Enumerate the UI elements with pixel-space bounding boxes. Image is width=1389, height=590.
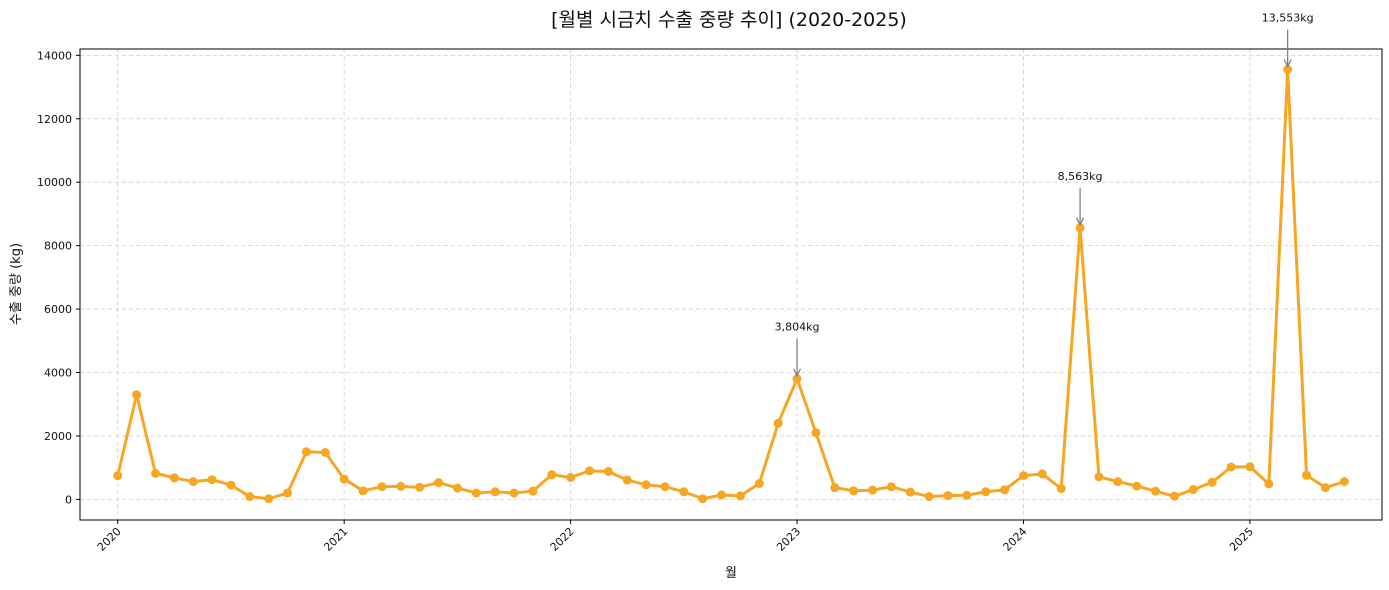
data-point <box>1188 485 1198 495</box>
data-point <box>245 492 255 502</box>
x-tick-label: 2022 <box>548 525 577 554</box>
data-point <box>943 491 953 501</box>
series-line <box>116 68 1345 501</box>
data-point <box>886 482 896 492</box>
data-point <box>717 490 727 500</box>
x-tick-label: 2023 <box>774 525 803 554</box>
data-point <box>396 481 406 491</box>
data-point <box>1037 469 1047 479</box>
data-point <box>1226 462 1236 472</box>
annotation-arrowhead <box>792 368 802 378</box>
y-tick-label: 0 <box>65 493 72 506</box>
y-tick-label: 8000 <box>44 240 72 253</box>
x-tick-label: 2025 <box>1227 525 1256 554</box>
y-tick-label: 6000 <box>44 303 72 316</box>
data-point <box>1132 481 1142 491</box>
data-point <box>1000 485 1010 495</box>
data-point <box>924 492 934 502</box>
data-point <box>169 473 179 483</box>
data-point <box>1113 477 1123 487</box>
data-point <box>566 472 576 482</box>
annotation-layer: 3,804kg 8,563kg 13,553kg <box>775 12 1314 378</box>
data-point <box>358 486 368 496</box>
chart-title: [월별 시금치 수출 중량 추이] (2020-2025) <box>551 9 907 31</box>
data-point <box>622 475 632 485</box>
data-point <box>547 470 557 480</box>
data-point <box>150 468 160 478</box>
annotation-label: 3,804kg <box>775 321 820 334</box>
data-point <box>679 487 689 497</box>
annotation-arrowhead <box>1076 217 1085 227</box>
data-point <box>754 479 764 489</box>
data-point <box>1169 491 1179 501</box>
data-point <box>603 466 613 476</box>
data-point <box>830 483 840 493</box>
data-point <box>773 418 783 428</box>
data-point <box>1302 470 1312 480</box>
data-point <box>1018 471 1028 481</box>
annotation-label: 13,553kg <box>1262 12 1314 25</box>
y-tick-label: 10000 <box>37 176 72 189</box>
x-axis-label: 월 <box>725 566 737 581</box>
x-tick-label: 2021 <box>321 525 350 554</box>
x-tick-label: 2020 <box>95 525 124 554</box>
data-point <box>113 471 123 481</box>
data-point <box>377 482 387 492</box>
data-point <box>509 488 519 498</box>
data-point <box>415 482 425 492</box>
y-tick-label: 14000 <box>37 49 72 62</box>
data-point <box>320 447 330 457</box>
data-point <box>641 480 651 490</box>
y-tick-label: 4000 <box>44 367 72 380</box>
data-point <box>1056 484 1066 494</box>
data-point <box>792 374 802 384</box>
data-point <box>1283 65 1293 75</box>
data-point <box>811 428 821 438</box>
data-point <box>735 491 745 501</box>
data-point <box>132 390 142 400</box>
data-point <box>301 447 311 457</box>
data-point <box>981 487 991 497</box>
data-point <box>1075 223 1085 233</box>
data-point <box>452 483 462 493</box>
data-point <box>1320 483 1330 493</box>
grid <box>80 49 1382 520</box>
data-point <box>264 494 274 504</box>
data-point <box>962 490 972 500</box>
data-point <box>490 487 500 497</box>
data-point <box>188 477 198 487</box>
y-axis-label: 수출 중량 (kg) <box>9 243 24 325</box>
data-point <box>1264 479 1274 489</box>
y-tick-label: 12000 <box>37 113 72 126</box>
annotation-label: 8,563kg <box>1058 170 1103 183</box>
data-point <box>226 480 236 490</box>
y-tick-label: 2000 <box>44 430 72 443</box>
data-point <box>905 487 915 497</box>
data-point <box>1339 477 1349 487</box>
data-point <box>207 475 217 485</box>
data-point <box>471 488 481 498</box>
data-point <box>1094 472 1104 482</box>
plot-frame <box>79 48 1383 521</box>
data-point <box>528 486 538 496</box>
data-point <box>339 474 349 484</box>
data-point <box>698 494 708 504</box>
data-point <box>1245 462 1255 472</box>
data-point <box>1207 477 1217 487</box>
data-point <box>434 478 444 488</box>
data-point <box>584 466 594 476</box>
x-tick-label: 2024 <box>1001 525 1030 554</box>
data-point <box>283 488 293 498</box>
y-axis: 0 2000 4000 6000 8000 10000 12000 14000 <box>37 49 80 506</box>
annotation-arrowhead <box>1283 59 1292 68</box>
data-point <box>868 485 878 495</box>
series-line-layer <box>113 65 1349 504</box>
data-point <box>849 486 859 496</box>
data-point <box>1151 486 1161 496</box>
x-axis: 2020 2021 2022 2023 2024 2025 <box>95 520 1256 554</box>
data-point <box>660 482 670 492</box>
